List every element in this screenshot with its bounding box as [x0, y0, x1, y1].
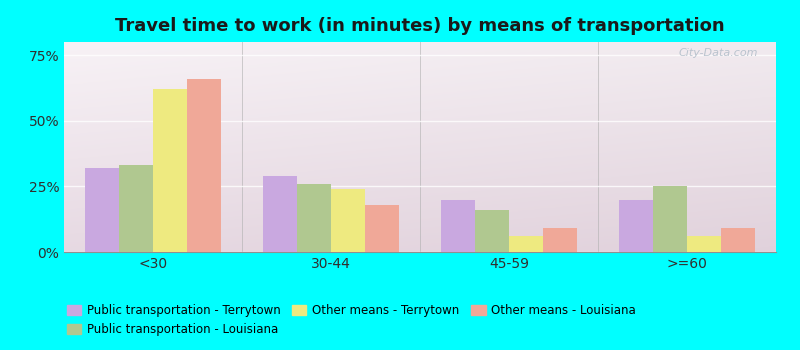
Bar [153, 89, 187, 252]
Bar [721, 228, 754, 252]
Bar [86, 168, 119, 252]
Bar [543, 228, 577, 252]
Bar [687, 236, 721, 252]
Title: Travel time to work (in minutes) by means of transportation: Travel time to work (in minutes) by mean… [115, 17, 725, 35]
Text: City-Data.com: City-Data.com [678, 48, 758, 58]
Bar [509, 236, 543, 252]
Bar [187, 79, 221, 252]
Bar [653, 186, 687, 252]
Bar [475, 210, 509, 252]
Bar [442, 199, 475, 252]
Legend: Public transportation - Terrytown, Public transportation - Louisiana, Other mean: Public transportation - Terrytown, Publi… [62, 299, 641, 341]
Bar [365, 205, 398, 252]
Bar [297, 184, 331, 252]
Bar [263, 176, 297, 252]
Bar [331, 189, 365, 252]
Bar [619, 199, 653, 252]
Bar [119, 166, 153, 252]
